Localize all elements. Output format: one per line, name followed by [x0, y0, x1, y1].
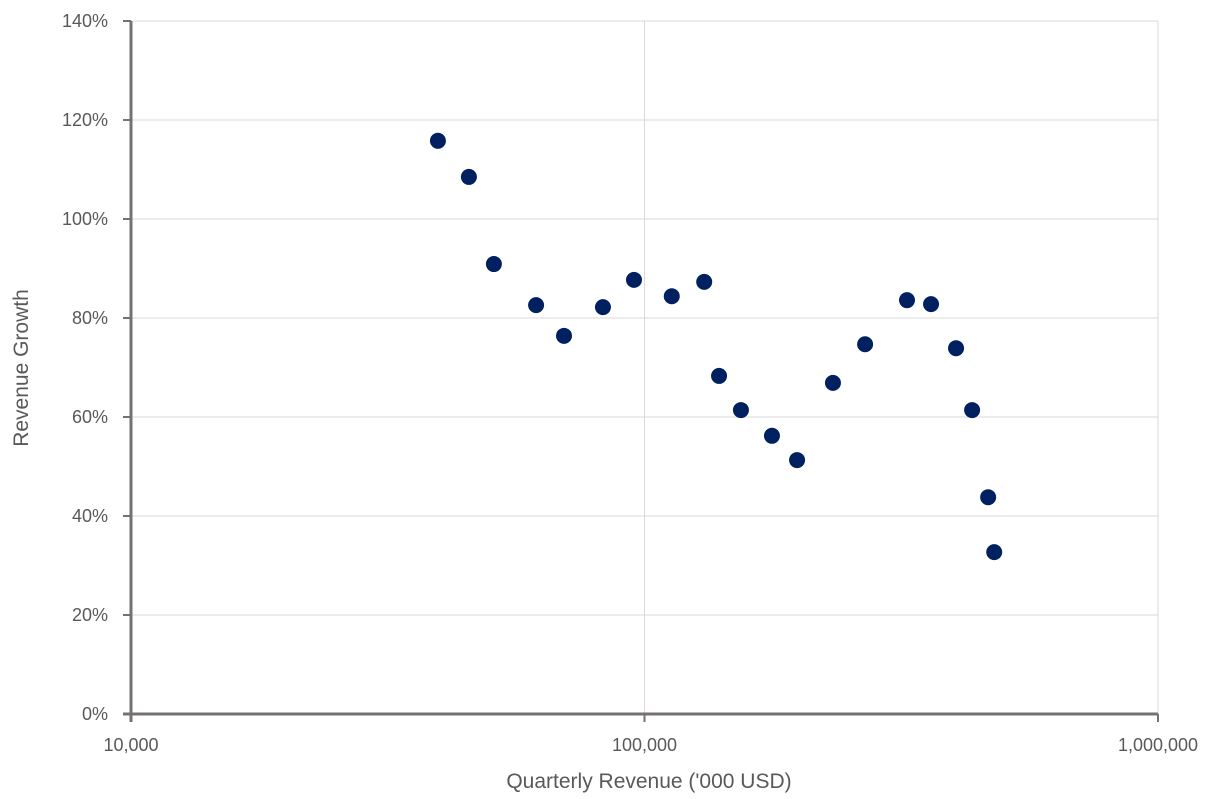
axes — [123, 20, 1159, 722]
y-tick-label: 20% — [72, 605, 108, 625]
data-point — [980, 489, 997, 506]
data-point — [857, 336, 874, 353]
x-axis-title: Quarterly Revenue ('000 USD) — [506, 770, 791, 793]
x-tick-label: 1,000,000 — [1118, 735, 1198, 755]
y-tick-label: 60% — [72, 407, 108, 427]
y-axis-title: Revenue Growth — [10, 289, 33, 447]
data-point — [763, 427, 780, 444]
data-point — [923, 296, 940, 313]
data-point — [948, 340, 965, 357]
x-axis-tick-labels: 10,000 100,000 1,000,000 — [103, 735, 1198, 755]
data-point — [696, 273, 713, 290]
data-points — [429, 132, 1003, 561]
x-tick-label: 10,000 — [103, 735, 158, 755]
data-point — [899, 292, 916, 309]
data-point — [625, 271, 642, 288]
data-point — [663, 288, 680, 305]
data-point — [964, 402, 981, 419]
gridlines — [131, 20, 1159, 714]
data-point — [986, 544, 1003, 561]
y-tick-label: 100% — [62, 209, 108, 229]
y-tick-label: 80% — [72, 308, 108, 328]
y-tick-label: 0% — [82, 704, 108, 724]
data-point — [485, 256, 502, 273]
y-tick-label: 140% — [62, 11, 108, 31]
data-point — [732, 402, 749, 419]
x-tick-label: 100,000 — [612, 735, 677, 755]
data-point — [429, 132, 446, 149]
y-tick-label: 120% — [62, 110, 108, 130]
data-point — [824, 374, 841, 391]
y-tick-label: 40% — [72, 506, 108, 526]
data-point — [711, 367, 728, 384]
data-point — [594, 299, 611, 316]
data-point — [460, 168, 477, 185]
y-axis-tick-labels: 0% 20% 40% 60% 80% 100% 120% 140% — [62, 11, 108, 724]
data-point — [528, 297, 545, 314]
data-point — [789, 452, 806, 469]
data-point — [556, 327, 573, 344]
